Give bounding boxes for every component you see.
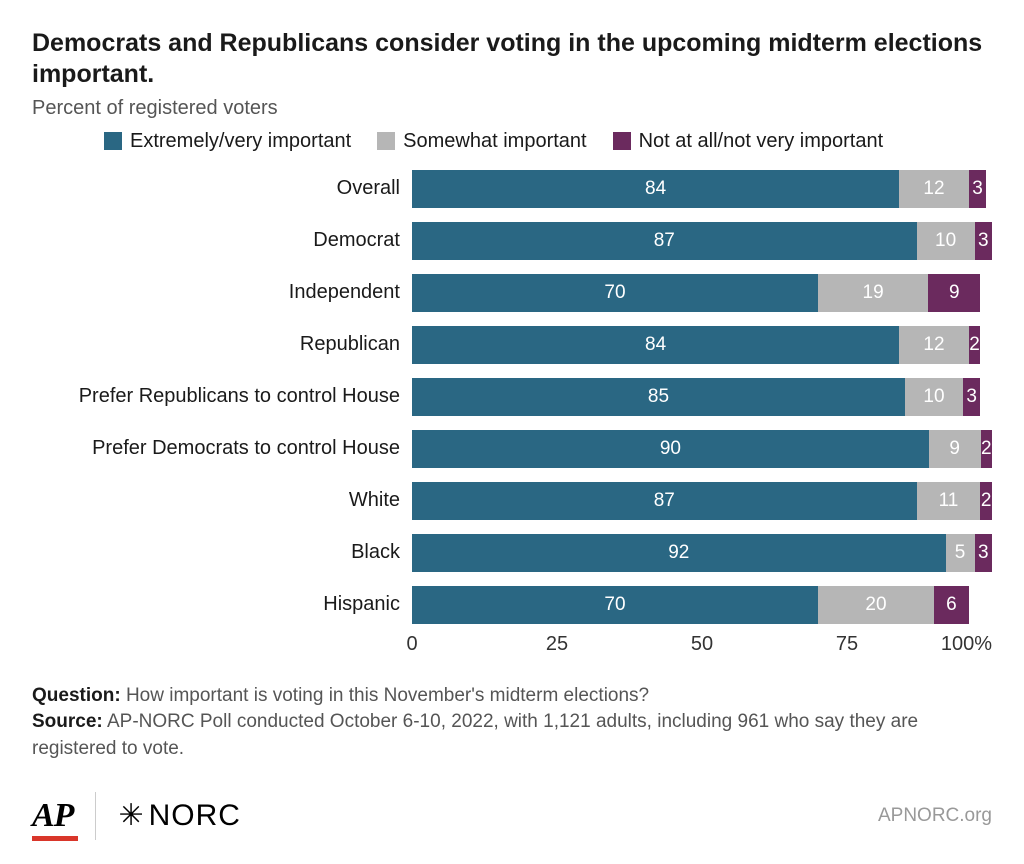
x-axis: 0 25 50 75 100% bbox=[32, 633, 992, 665]
bar-segment: 87 bbox=[412, 222, 917, 260]
bar-segment: 11 bbox=[917, 482, 981, 520]
axis-tick: 50 bbox=[691, 633, 713, 656]
row-label: Republican bbox=[32, 333, 412, 356]
norc-logo-text: NORC bbox=[149, 799, 241, 833]
bar-segment: 84 bbox=[412, 326, 899, 364]
chart-row: Hispanic70206 bbox=[32, 581, 992, 629]
bar-segment: 12 bbox=[899, 170, 969, 208]
bar-segment: 12 bbox=[899, 326, 969, 364]
bar-segment: 3 bbox=[975, 222, 992, 260]
ap-logo-text: AP bbox=[32, 797, 73, 834]
footnotes: Question: How important is voting in thi… bbox=[32, 683, 992, 763]
axis-tick: 0 bbox=[406, 633, 417, 656]
chart-row: Republican84122 bbox=[32, 321, 992, 369]
logos: AP ✳ NORC bbox=[32, 792, 241, 840]
source-label: Source: bbox=[32, 711, 103, 732]
bar-segment: 92 bbox=[412, 534, 946, 572]
bar-segment: 87 bbox=[412, 482, 917, 520]
chart-row: Democrat87103 bbox=[32, 217, 992, 265]
row-label: Overall bbox=[32, 177, 412, 200]
legend-item: Somewhat important bbox=[377, 130, 586, 153]
site-url: APNORC.org bbox=[878, 805, 992, 827]
logo-divider bbox=[95, 792, 96, 840]
bar-track: 84123 bbox=[412, 170, 992, 208]
chart-row: Independent70199 bbox=[32, 269, 992, 317]
bar-segment: 9 bbox=[929, 430, 981, 468]
bar-segment: 85 bbox=[412, 378, 905, 416]
bar-segment: 70 bbox=[412, 586, 818, 624]
bar-segment: 2 bbox=[980, 482, 992, 520]
ap-logo-underline bbox=[32, 836, 78, 841]
row-label: Democrat bbox=[32, 229, 412, 252]
chart-subtitle: Percent of registered voters bbox=[32, 97, 992, 120]
bar-segment: 2 bbox=[981, 430, 992, 468]
bar-track: 9092 bbox=[412, 430, 992, 468]
bar-track: 85103 bbox=[412, 378, 992, 416]
bar-track: 9253 bbox=[412, 534, 992, 572]
row-label: Prefer Democrats to control House bbox=[32, 437, 412, 460]
chart-title: Democrats and Republicans consider votin… bbox=[32, 28, 992, 91]
question-label: Question: bbox=[32, 685, 121, 706]
row-label: Hispanic bbox=[32, 593, 412, 616]
bar-segment: 90 bbox=[412, 430, 929, 468]
stacked-bar-chart: Overall84123Democrat87103Independent7019… bbox=[32, 165, 992, 629]
bar-segment: 20 bbox=[818, 586, 934, 624]
bar-segment: 3 bbox=[975, 534, 992, 572]
bar-segment: 3 bbox=[963, 378, 980, 416]
axis-tick: 100% bbox=[941, 633, 992, 656]
chart-row: Prefer Democrats to control House9092 bbox=[32, 425, 992, 473]
chart-row: Overall84123 bbox=[32, 165, 992, 213]
chart-row: Black9253 bbox=[32, 529, 992, 577]
legend-label: Not at all/not very important bbox=[639, 130, 884, 153]
source-text: AP-NORC Poll conducted October 6-10, 202… bbox=[32, 711, 918, 759]
bar-track: 84122 bbox=[412, 326, 992, 364]
row-label: White bbox=[32, 489, 412, 512]
bar-segment: 3 bbox=[969, 170, 986, 208]
row-label: Black bbox=[32, 541, 412, 564]
bar-track: 87112 bbox=[412, 482, 992, 520]
asterisk-icon: ✳ bbox=[118, 801, 144, 831]
row-label: Prefer Republicans to control House bbox=[32, 385, 412, 408]
legend-item: Extremely/very important bbox=[104, 130, 351, 153]
row-label: Independent bbox=[32, 281, 412, 304]
bar-track: 70206 bbox=[412, 586, 992, 624]
bar-segment: 70 bbox=[412, 274, 818, 312]
question-text: How important is voting in this November… bbox=[126, 685, 649, 706]
bar-segment: 9 bbox=[928, 274, 980, 312]
bar-segment: 5 bbox=[946, 534, 975, 572]
axis-tick: 75 bbox=[836, 633, 858, 656]
axis-tick: 25 bbox=[546, 633, 568, 656]
legend-swatch bbox=[104, 132, 122, 150]
legend: Extremely/very important Somewhat importa… bbox=[32, 130, 992, 153]
footer: AP ✳ NORC APNORC.org bbox=[32, 792, 992, 840]
legend-item: Not at all/not very important bbox=[613, 130, 884, 153]
bar-segment: 6 bbox=[934, 586, 969, 624]
legend-label: Extremely/very important bbox=[130, 130, 351, 153]
bar-segment: 10 bbox=[917, 222, 975, 260]
legend-label: Somewhat important bbox=[403, 130, 586, 153]
bar-segment: 84 bbox=[412, 170, 899, 208]
bar-segment: 2 bbox=[969, 326, 981, 364]
bar-segment: 10 bbox=[905, 378, 963, 416]
legend-swatch bbox=[613, 132, 631, 150]
chart-row: White87112 bbox=[32, 477, 992, 525]
norc-logo: ✳ NORC bbox=[118, 799, 240, 833]
bar-track: 70199 bbox=[412, 274, 992, 312]
legend-swatch bbox=[377, 132, 395, 150]
bar-track: 87103 bbox=[412, 222, 992, 260]
bar-segment: 19 bbox=[818, 274, 928, 312]
ap-logo: AP bbox=[32, 797, 73, 835]
chart-row: Prefer Republicans to control House85103 bbox=[32, 373, 992, 421]
